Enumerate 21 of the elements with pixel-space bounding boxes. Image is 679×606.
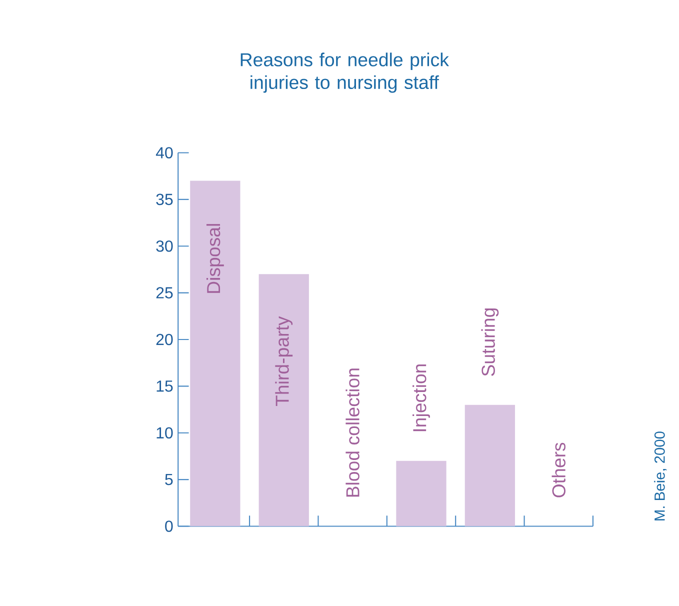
x-tick-label: Disposal xyxy=(206,224,224,293)
y-tick-label: 30 xyxy=(156,240,173,252)
y-tick-label: 35 xyxy=(156,194,173,205)
y-tick-label: 20 xyxy=(156,334,173,345)
text: M. Beie, 2000 xyxy=(654,431,667,520)
y-tick-label: 10 xyxy=(156,427,173,438)
y-tick-label: 5 xyxy=(165,474,173,485)
bar xyxy=(464,404,516,526)
bar xyxy=(190,180,240,526)
chart-title: Reasons for needle prick injuries to nursing staff xyxy=(240,52,449,93)
x-tick-label: Injection xyxy=(412,364,430,431)
y-tick-label: 15 xyxy=(156,380,173,392)
x-tick-label: Suturing xyxy=(481,308,499,376)
x-tick-label: Others xyxy=(552,442,566,498)
y-tick-label: 25 xyxy=(156,286,173,298)
y-tick-label: 0 xyxy=(165,520,173,532)
y-tick-label: 40 xyxy=(156,146,173,158)
bar xyxy=(258,274,309,526)
x-tick-label: Third-party xyxy=(275,316,293,406)
bar xyxy=(396,460,446,526)
x-tick-label: Blood collection xyxy=(346,368,360,497)
